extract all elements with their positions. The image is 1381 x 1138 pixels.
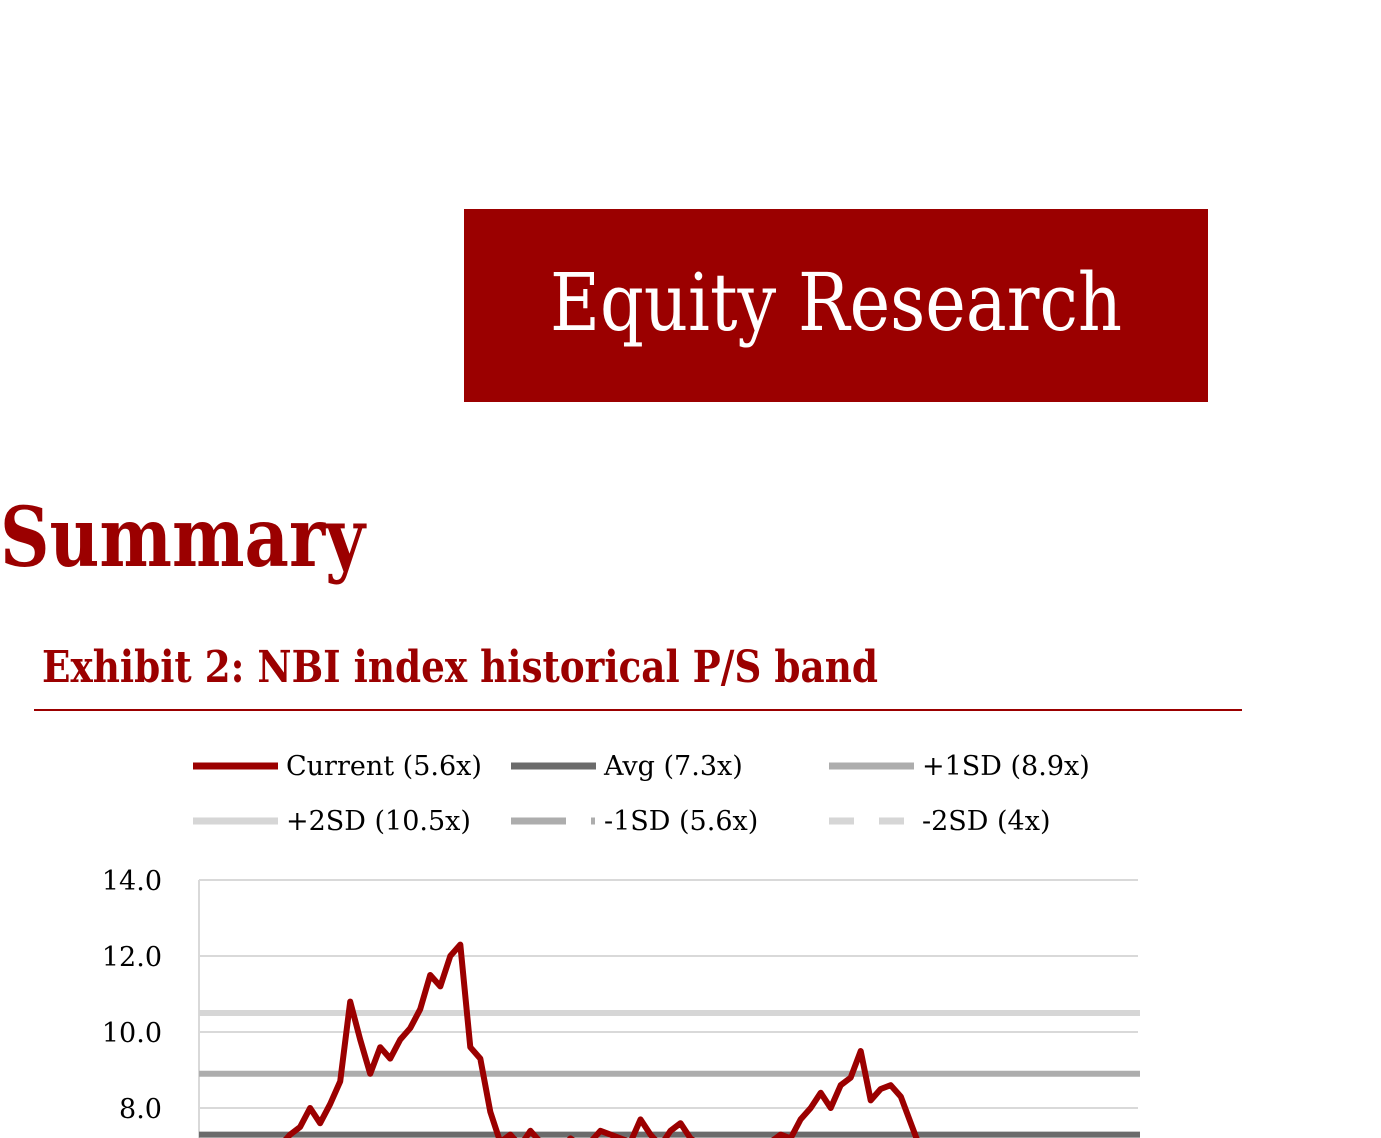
header-title: Equity Research (550, 256, 1122, 349)
section-title: Summary (0, 490, 367, 586)
legend-label: -2SD (4x) (922, 806, 1051, 837)
y-tick-label: 14.0 (102, 866, 162, 897)
y-tick-label: 8.0 (119, 1094, 162, 1125)
series-line (283, 941, 920, 1138)
plot-area (199, 941, 1140, 1138)
legend-label: +1SD (8.9x) (922, 751, 1090, 782)
y-tick-label: 12.0 (102, 942, 162, 973)
legend-label: Avg (7.3x) (603, 751, 743, 782)
y-tick-label: 10.0 (102, 1018, 162, 1049)
legend-label: -1SD (5.6x) (604, 806, 758, 837)
legend-label: Current (5.6x) (286, 751, 482, 782)
chart-title: Exhibit 2: NBI index historical P/S band (42, 642, 878, 693)
legend-label: +2SD (10.5x) (286, 806, 471, 837)
header-box (464, 209, 1208, 402)
